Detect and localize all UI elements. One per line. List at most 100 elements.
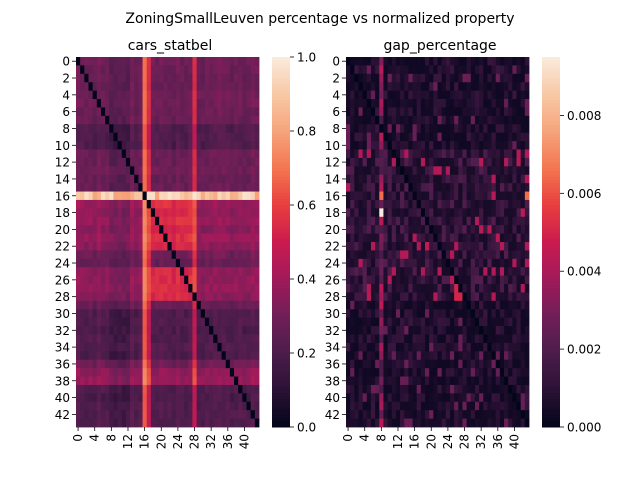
heatmap-cell bbox=[346, 250, 351, 260]
y-tick-label: 26 bbox=[55, 273, 70, 287]
heatmap-cell bbox=[512, 199, 517, 209]
heatmap-cell bbox=[516, 124, 522, 134]
heatmap-cell bbox=[159, 124, 164, 134]
heatmap-cell bbox=[441, 242, 447, 251]
heatmap-cell bbox=[96, 216, 102, 226]
heatmap-cell bbox=[159, 292, 164, 302]
heatmap-cell bbox=[420, 309, 426, 319]
heatmap-cell bbox=[92, 208, 98, 218]
heatmap-cell bbox=[462, 225, 468, 234]
heatmap-cell bbox=[192, 199, 198, 209]
heatmap-cell bbox=[395, 191, 401, 201]
heatmap-cell bbox=[225, 359, 231, 369]
heatmap-cell bbox=[412, 115, 418, 125]
heatmap-cell bbox=[375, 99, 380, 108]
heatmap-cell bbox=[408, 99, 413, 108]
heatmap-cell bbox=[470, 183, 476, 192]
heatmap-cell bbox=[159, 132, 164, 142]
heatmap-cell bbox=[100, 208, 106, 218]
heatmap-cell bbox=[379, 258, 384, 268]
colorbar-segment bbox=[542, 251, 560, 255]
colorbar-segment bbox=[542, 152, 560, 157]
heatmap-cell bbox=[163, 90, 168, 100]
x-tick-label: 20 bbox=[154, 434, 168, 449]
heatmap-cell bbox=[113, 393, 118, 403]
heatmap-cell bbox=[508, 292, 513, 302]
heatmap-cell bbox=[400, 115, 405, 125]
heatmap-cell bbox=[479, 208, 484, 218]
heatmap-cell bbox=[495, 65, 501, 75]
colorbar-segment bbox=[542, 112, 560, 117]
heatmap-cell bbox=[196, 309, 202, 319]
heatmap-cell bbox=[238, 359, 243, 369]
heatmap-cell bbox=[520, 82, 526, 92]
heatmap-cell bbox=[425, 309, 430, 319]
heatmap-cell bbox=[508, 342, 513, 352]
heatmap-cell bbox=[383, 242, 388, 251]
heatmap-cell bbox=[483, 334, 488, 344]
heatmap-cell bbox=[487, 317, 492, 327]
heatmap-cell bbox=[508, 258, 513, 268]
heatmap-cell bbox=[192, 225, 198, 234]
heatmap-cell bbox=[84, 292, 89, 302]
heatmap-cell bbox=[512, 115, 517, 125]
heatmap-cell bbox=[179, 115, 185, 125]
heatmap-cell bbox=[175, 267, 181, 277]
heatmap-cell bbox=[358, 376, 364, 386]
heatmap-cell bbox=[449, 334, 455, 344]
heatmap-cell bbox=[150, 334, 156, 344]
heatmap-cell bbox=[242, 376, 247, 386]
heatmap-cell bbox=[366, 342, 372, 352]
heatmap-cell bbox=[225, 258, 231, 268]
heatmap-cell bbox=[346, 115, 351, 125]
heatmap-cell bbox=[179, 107, 185, 117]
colorbar-segment bbox=[542, 66, 560, 70]
heatmap-cell bbox=[387, 208, 393, 218]
heatmap-cell bbox=[483, 267, 488, 277]
heatmap-cell bbox=[379, 384, 384, 394]
heatmap-cell bbox=[229, 284, 235, 293]
heatmap-cell bbox=[433, 216, 438, 226]
heatmap-cell bbox=[516, 292, 522, 302]
heatmap-cell bbox=[383, 300, 388, 310]
heatmap-cell bbox=[200, 309, 206, 319]
heatmap-cell bbox=[92, 57, 98, 66]
heatmap-cell bbox=[146, 418, 152, 428]
heatmap-cell bbox=[433, 174, 438, 184]
heatmap-cell bbox=[425, 191, 430, 201]
heatmap-cell bbox=[179, 351, 185, 361]
heatmap-cell bbox=[395, 183, 401, 192]
heatmap-cell bbox=[454, 115, 459, 125]
heatmap-cell bbox=[138, 326, 143, 335]
heatmap-cell bbox=[117, 393, 123, 403]
heatmap-cell bbox=[458, 300, 463, 310]
heatmap-cell bbox=[449, 351, 455, 361]
heatmap-cell bbox=[105, 216, 110, 226]
heatmap-cell bbox=[134, 157, 139, 167]
heatmap-cell bbox=[242, 326, 247, 335]
heatmap-cell bbox=[474, 267, 480, 277]
heatmap-cell bbox=[437, 183, 443, 192]
heatmap-cell bbox=[192, 141, 198, 150]
heatmap-cell bbox=[221, 275, 227, 285]
heatmap-cell bbox=[184, 73, 189, 83]
heatmap-cell bbox=[163, 65, 168, 75]
heatmap-cell bbox=[433, 191, 438, 201]
colorbar-segment bbox=[542, 390, 560, 394]
heatmap-cell bbox=[408, 183, 413, 192]
heatmap-cell bbox=[80, 141, 85, 150]
heatmap-cell bbox=[454, 410, 459, 419]
heatmap-cell bbox=[209, 393, 214, 403]
heatmap-cell bbox=[109, 191, 114, 201]
heatmap-cell bbox=[250, 284, 256, 293]
colorbar-segment bbox=[272, 103, 290, 107]
heatmap-cell bbox=[499, 292, 505, 302]
heatmap-cell bbox=[470, 342, 476, 352]
y-tick-label: 22 bbox=[325, 240, 340, 254]
heatmap-cell bbox=[487, 90, 492, 100]
heatmap-cell bbox=[204, 157, 210, 167]
colorbar-segment bbox=[272, 115, 290, 120]
heatmap-cell bbox=[391, 149, 397, 159]
heatmap-cell bbox=[383, 334, 388, 344]
heatmap-cell bbox=[408, 351, 413, 361]
